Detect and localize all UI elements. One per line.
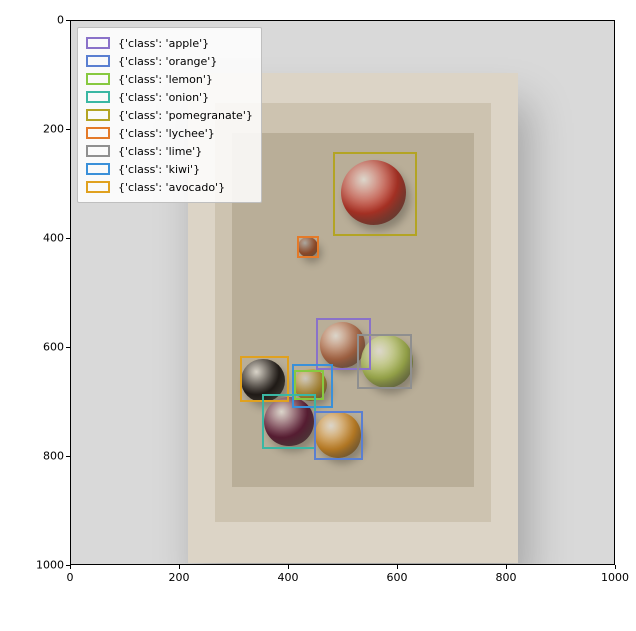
legend-swatch-icon — [86, 37, 110, 49]
legend-label: {'class': 'pomegranate'} — [118, 109, 253, 122]
legend-label: {'class': 'apple'} — [118, 37, 209, 50]
figure: {'class': 'apple'} {'class': 'orange'} {'c… — [0, 0, 636, 631]
bbox-pomegranate — [333, 152, 417, 236]
bbox-onion — [262, 394, 317, 449]
legend-swatch-icon — [86, 73, 110, 85]
ytick-mark — [66, 565, 70, 566]
legend-swatch-icon — [86, 127, 110, 139]
legend-swatch-icon — [86, 91, 110, 103]
ytick-mark — [66, 347, 70, 348]
xtick-label: 400 — [278, 571, 299, 584]
legend-label: {'class': 'onion'} — [118, 91, 209, 104]
legend-label: {'class': 'kiwi'} — [118, 163, 200, 176]
xtick-mark — [288, 565, 289, 569]
xtick-mark — [397, 565, 398, 569]
legend-label: {'class': 'lime'} — [118, 145, 202, 158]
xtick-label: 800 — [496, 571, 517, 584]
xtick-mark — [506, 565, 507, 569]
ytick-mark — [66, 456, 70, 457]
legend-row: {'class': 'lemon'} — [86, 70, 253, 88]
xtick-label: 1000 — [601, 571, 629, 584]
ytick-mark — [66, 238, 70, 239]
legend-label: {'class': 'lemon'} — [118, 73, 213, 86]
legend-label: {'class': 'avocado'} — [118, 181, 225, 194]
ytick-mark — [66, 20, 70, 21]
legend-row: {'class': 'orange'} — [86, 52, 253, 70]
xtick-label: 200 — [169, 571, 190, 584]
xtick-label: 600 — [387, 571, 408, 584]
plot-area: {'class': 'apple'} {'class': 'orange'} {'c… — [70, 20, 615, 565]
xtick-label: 0 — [67, 571, 74, 584]
ytick-label: 200 — [36, 123, 64, 136]
legend-swatch-icon — [86, 109, 110, 121]
legend-row: {'class': 'lychee'} — [86, 124, 253, 142]
legend-label: {'class': 'lychee'} — [118, 127, 215, 140]
ytick-label: 0 — [36, 14, 64, 27]
ytick-label: 400 — [36, 232, 64, 245]
xtick-mark — [70, 565, 71, 569]
bbox-lime — [357, 334, 412, 389]
legend-row: {'class': 'onion'} — [86, 88, 253, 106]
ytick-label: 600 — [36, 341, 64, 354]
legend-row: {'class': 'apple'} — [86, 34, 253, 52]
legend-swatch-icon — [86, 181, 110, 193]
legend-label: {'class': 'orange'} — [118, 55, 217, 68]
legend-row: {'class': 'lime'} — [86, 142, 253, 160]
legend: {'class': 'apple'} {'class': 'orange'} {'c… — [77, 27, 262, 203]
legend-row: {'class': 'pomegranate'} — [86, 106, 253, 124]
legend-row: {'class': 'avocado'} — [86, 178, 253, 196]
ytick-label: 800 — [36, 450, 64, 463]
legend-swatch-icon — [86, 55, 110, 67]
legend-swatch-icon — [86, 145, 110, 157]
legend-row: {'class': 'kiwi'} — [86, 160, 253, 178]
bbox-orange — [314, 411, 363, 460]
legend-swatch-icon — [86, 163, 110, 175]
ytick-mark — [66, 129, 70, 130]
bbox-lychee — [297, 236, 319, 258]
ytick-label: 1000 — [36, 559, 64, 572]
xtick-mark — [179, 565, 180, 569]
xtick-mark — [615, 565, 616, 569]
